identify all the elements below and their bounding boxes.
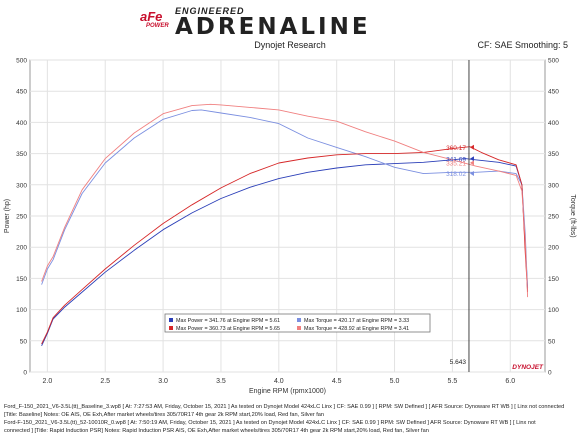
y-tick-label-left: 300 <box>16 182 27 189</box>
run2-line1: Ford-F-150_2021_V6-3.5L(tt)_52-10010R_0.… <box>4 420 536 426</box>
cursor-value-label: 335.21 <box>446 160 466 167</box>
legend-entry: Max Torque = 428.92 at Engine RPM = 3.41 <box>304 326 409 332</box>
chart-series <box>41 103 529 346</box>
legend-swatch <box>297 318 301 322</box>
y-tick-label-right: 200 <box>548 245 559 252</box>
y-tick-label-left: 50 <box>20 338 28 345</box>
cursor-marker <box>469 171 474 177</box>
y-tick-label-right: 350 <box>548 151 559 158</box>
x-tick-label: 2.0 <box>42 378 52 385</box>
cursor-marker <box>469 160 474 166</box>
y-axis-label-left: Power (hp) <box>4 199 11 233</box>
correction-factor-label: CF: SAE Smoothing: 5 <box>477 40 568 50</box>
legend-swatch <box>169 318 173 322</box>
y-tick-label-right: 50 <box>548 338 556 345</box>
y-tick-label-left: 350 <box>16 151 27 158</box>
y-tick-label-right: 300 <box>548 182 559 189</box>
x-tick-label: 6.0 <box>505 378 515 385</box>
run1-line1: Ford_F-150_2021_V6-3.5L(tt)_Baseline_3.w… <box>4 404 565 410</box>
legend-swatch <box>169 326 173 330</box>
dynojet-watermark: DYNOJET <box>512 364 544 371</box>
x-tick-label: 5.0 <box>390 378 400 385</box>
cursor-marker <box>469 156 474 162</box>
chart-axes: 2.0 2.5 3.0 3.5 4.0 4.5 5.0 5.5 6.0 0 0 50 50 100 100 1… <box>4 58 576 396</box>
series-line-4 <box>41 103 529 298</box>
y-tick-label-left: 250 <box>16 214 27 221</box>
x-tick-label: 4.5 <box>332 378 342 385</box>
y-tick-label-left: 500 <box>16 58 27 65</box>
legend-entry: Max Torque = 420.17 at Engine RPM = 3.33 <box>304 318 409 324</box>
run1-footer: Ford_F-150_2021_V6-3.5L(tt)_Baseline_3.w… <box>4 403 564 419</box>
y-tick-label-right: 450 <box>548 89 559 96</box>
rpm-cursor-label: 5.643 <box>450 359 467 366</box>
x-tick-label: 3.5 <box>216 378 226 385</box>
y-tick-label-left: 200 <box>16 245 27 252</box>
y-tick-label-left: 150 <box>16 276 27 283</box>
y-tick-label-right: 250 <box>548 214 559 221</box>
y-tick-label-left: 100 <box>16 307 27 314</box>
cursor-value-label: 318.02 <box>446 171 466 178</box>
y-tick-label-right: 0 <box>548 370 552 377</box>
x-tick-label: 2.5 <box>100 378 110 385</box>
legend-entry: Max Power = 341.76 at Engine RPM = 5.61 <box>176 318 280 324</box>
y-tick-label-left: 450 <box>16 89 27 96</box>
y-tick-label-right: 400 <box>548 120 559 127</box>
y-axis-label-right: Torque (ft-lbs) <box>569 194 576 237</box>
logo-sub: POWER <box>146 23 169 29</box>
y-tick-label-right: 500 <box>548 58 559 65</box>
cursor-value-label: 360.17 <box>446 145 466 152</box>
legend-box <box>164 313 431 333</box>
series-line-3 <box>41 146 529 345</box>
legend-swatch <box>297 326 301 330</box>
brand-title: ADRENALINE <box>175 14 371 40</box>
chart-subtitle: Dynojet Research <box>254 40 326 50</box>
y-tick-label-left: 0 <box>23 370 27 377</box>
logo-mark: aFe <box>140 9 163 24</box>
run2-line2: connected ] [Title: Rapid Induction PSR]… <box>4 428 429 434</box>
y-tick-label-left: 400 <box>16 120 27 127</box>
y-tick-label-right: 100 <box>548 307 559 314</box>
cursor-value-label: 341.69 <box>446 156 466 163</box>
y-tick-label-right: 150 <box>548 276 559 283</box>
run2-footer: Ford-F-150_2021_V6-3.5L(tt)_52-10010R_0.… <box>4 419 536 435</box>
x-tick-label: 5.5 <box>448 378 458 385</box>
x-tick-label: 4.0 <box>274 378 284 385</box>
brand-tagline: ENGINEERED <box>175 6 245 16</box>
legend-entry: Max Power = 360.73 at Engine RPM = 5.65 <box>176 326 280 332</box>
afe-logo: aFe POWER <box>140 6 170 32</box>
run1-line2: [Title: Baseline] Notes: OE AIS, OE Exh,… <box>4 412 325 418</box>
series-line-1 <box>41 158 529 346</box>
x-tick-label: 3.0 <box>158 378 168 385</box>
x-axis-label: Engine RPM (rpmx1000) <box>249 388 326 395</box>
cursor-marker <box>469 144 474 150</box>
